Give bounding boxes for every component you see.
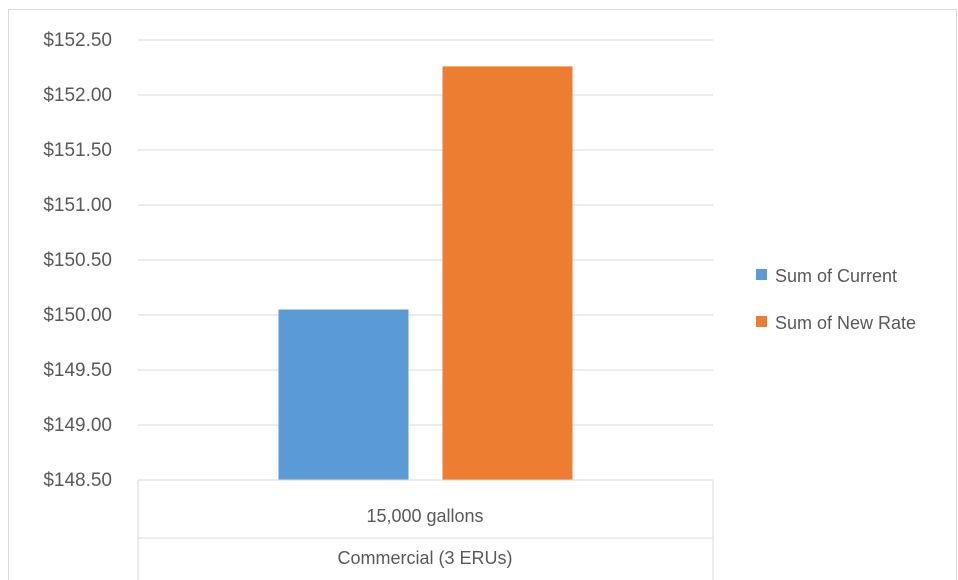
y-tick-label: $148.50 (43, 470, 112, 491)
bar-new-rate (442, 66, 573, 481)
x-category-group-label: Commercial (3 ERUs) (337, 548, 512, 568)
y-axis-ticks: $148.50 $149.00 $149.50 $150.00 $150.50 $151.… (43, 30, 112, 491)
legend-label-current: Sum of Current (775, 266, 897, 286)
y-tick-label: $152.50 (43, 30, 112, 51)
bars (278, 66, 573, 481)
chart-frame (8, 9, 957, 580)
legend: Sum of Current Sum of New Rate (756, 266, 916, 333)
y-tick-label: $151.50 (43, 140, 112, 161)
y-tick-label: $152.00 (43, 85, 112, 106)
bar-current (278, 309, 409, 480)
legend-item-current: Sum of Current (756, 266, 897, 286)
y-tick-label: $149.00 (43, 415, 112, 436)
legend-label-new-rate: Sum of New Rate (775, 313, 916, 333)
legend-item-new-rate: Sum of New Rate (756, 313, 916, 333)
legend-swatch-current (756, 269, 767, 280)
x-category-label: 15,000 gallons (366, 506, 483, 526)
y-tick-label: $150.00 (43, 305, 112, 326)
x-axis: 15,000 gallons Commercial (3 ERUs) (137, 479, 714, 580)
gridlines (138, 39, 713, 426)
y-tick-label: $151.00 (43, 195, 112, 216)
legend-swatch-new-rate (756, 316, 767, 327)
y-tick-label: $149.50 (43, 360, 112, 381)
y-tick-label: $150.50 (43, 250, 112, 271)
